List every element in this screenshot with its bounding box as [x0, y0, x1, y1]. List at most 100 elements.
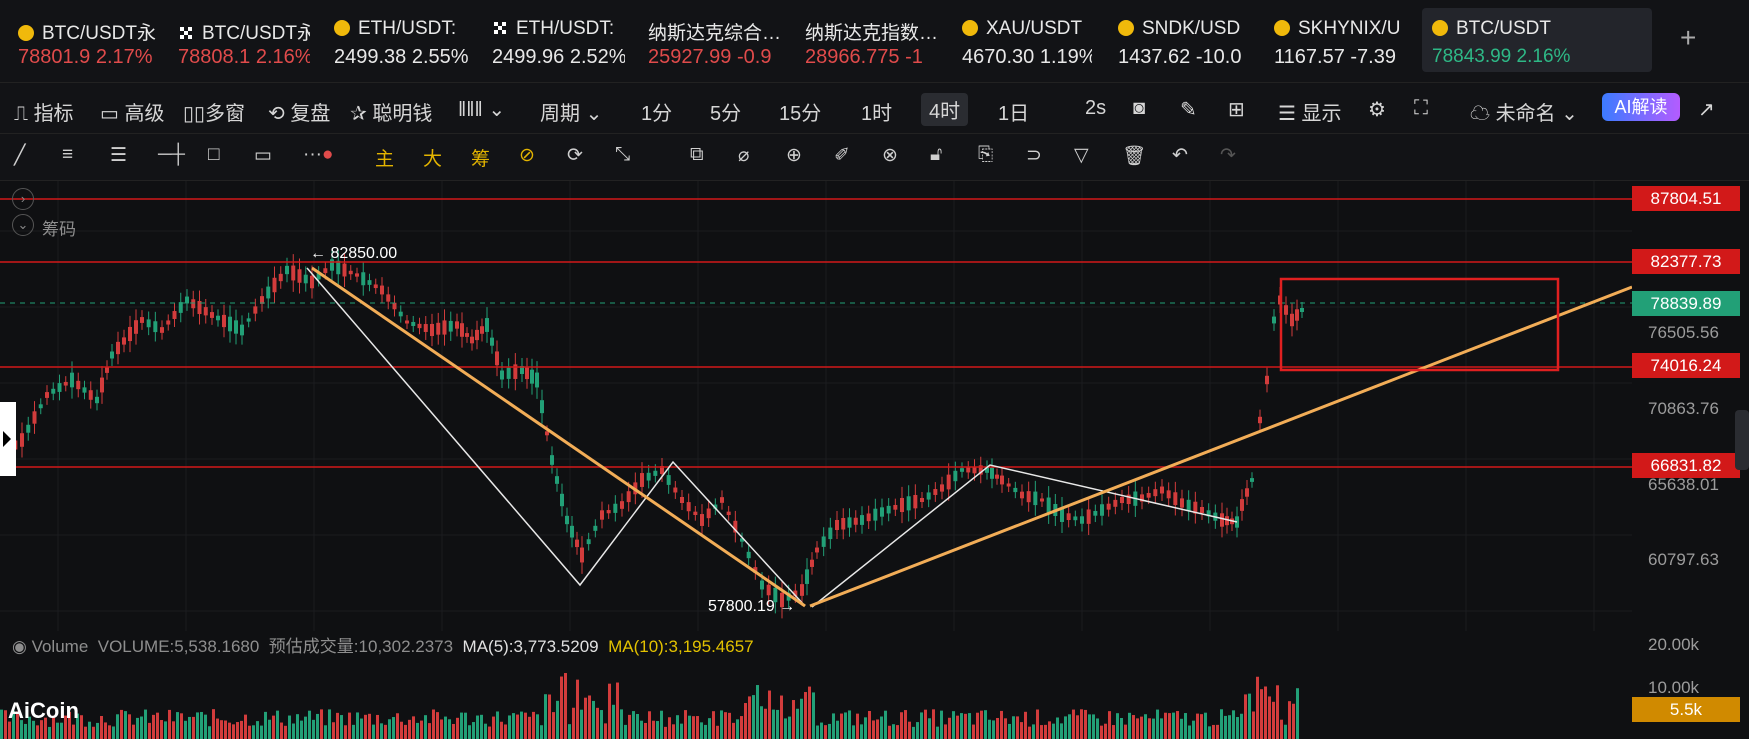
- trendline-icon[interactable]: ╱: [14, 145, 26, 166]
- volume-bar: [412, 716, 415, 739]
- period-1m[interactable]: 1分: [641, 103, 673, 125]
- parallel-channel-icon[interactable]: ≡: [62, 144, 74, 165]
- ticker-item[interactable]: ETH/USDT: 2499.96 2.52%: [492, 12, 625, 72]
- chips-toggle[interactable]: ⌄: [12, 214, 34, 236]
- ticker-item[interactable]: BTC/USDT永 78801.9 2.17%: [18, 12, 156, 72]
- highlight-box: [1279, 277, 1560, 372]
- volume-bar: [572, 707, 575, 739]
- horizontal-lines-icon[interactable]: ☰: [110, 145, 128, 166]
- volume-bar: [788, 716, 791, 739]
- volume-bar: [660, 710, 663, 739]
- volume-bar: [228, 722, 231, 739]
- ruler-icon[interactable]: ▭: [254, 145, 272, 166]
- advanced-button[interactable]: ▭ 高级: [100, 97, 164, 126]
- period-dropdown[interactable]: 周期 ⌄: [540, 97, 602, 126]
- replay-button[interactable]: ⟲ 复盘: [268, 97, 330, 126]
- indicators-button[interactable]: ⎍ 指标: [14, 97, 74, 126]
- volume-chart[interactable]: [0, 630, 1632, 739]
- volume-bar: [1212, 724, 1215, 739]
- main-chart-button[interactable]: 主: [375, 149, 395, 170]
- share-icon[interactable]: ↗: [1698, 99, 1715, 121]
- expand-sidebar-button[interactable]: [0, 402, 16, 476]
- ticker-name: XAU/USDT: [986, 18, 1083, 39]
- volume-bar: [488, 726, 491, 739]
- period-1d[interactable]: 1日: [998, 103, 1030, 125]
- redo-icon[interactable]: ↷: [1220, 145, 1236, 166]
- candle-body: [216, 315, 220, 321]
- candle-body: [760, 580, 764, 590]
- ticker-item[interactable]: XAU/USDT 4670.30 1.19%: [962, 12, 1092, 72]
- candle-body: [105, 367, 109, 373]
- magnet-icon[interactable]: ⊃: [1026, 145, 1042, 166]
- candle-body: [900, 497, 904, 513]
- period-15m[interactable]: 15分: [779, 103, 822, 125]
- horizontal-line-icon[interactable]: ─┼: [158, 144, 185, 165]
- ticker-item[interactable]: 纳斯达克指数… 28966.775 -1: [805, 12, 943, 72]
- chips-button[interactable]: 筹: [471, 149, 491, 170]
- volume-bar: [596, 707, 599, 739]
- more-tools-icon[interactable]: ···●: [303, 144, 334, 165]
- hide-drawings-icon[interactable]: ⊗: [882, 145, 898, 166]
- candle-body: [1013, 487, 1018, 493]
- ai-read-button[interactable]: AI解读: [1602, 93, 1680, 121]
- volume-bar: [520, 711, 523, 739]
- trash-icon[interactable]: 🗑︎: [1122, 146, 1147, 167]
- measure-icon[interactable]: ⤡: [615, 144, 631, 165]
- candle-body: [1100, 504, 1104, 516]
- add-window-icon[interactable]: ⊞: [1228, 99, 1245, 121]
- volume-bar: [296, 714, 299, 739]
- eraser-icon[interactable]: ✐: [834, 145, 850, 166]
- sync-icon[interactable]: ⟳: [567, 145, 583, 166]
- refresh-interval[interactable]: 2s: [1085, 97, 1107, 119]
- volume-bar: [416, 722, 419, 739]
- ticker-item[interactable]: ETH/USDT: 2499.38 2.55%: [334, 12, 468, 72]
- filter-icon[interactable]: ▽: [1074, 145, 1089, 166]
- ticker-name: SKHYNIX/U: [1298, 18, 1401, 39]
- volume-bar: [576, 679, 579, 739]
- smart-money-button[interactable]: ✰ 聪明钱: [350, 97, 432, 126]
- multi-window-button[interactable]: ▯▯多窗: [183, 97, 245, 126]
- camera-icon[interactable]: ◙: [1133, 97, 1146, 119]
- volume-bar: [1116, 713, 1119, 739]
- period-1h[interactable]: 1时: [861, 103, 893, 125]
- volume-bar: [128, 714, 131, 739]
- candle-body: [278, 273, 283, 282]
- undo-icon[interactable]: ↶: [1172, 145, 1188, 166]
- rectangle-icon[interactable]: □: [208, 144, 220, 165]
- unlock-icon[interactable]: 🔓︎: [930, 144, 943, 165]
- scrollbar-handle[interactable]: [1735, 410, 1749, 470]
- settings-icon[interactable]: ⚙: [1368, 99, 1386, 121]
- candlestick-chart[interactable]: [0, 181, 1632, 631]
- volume-bar: [700, 722, 703, 739]
- overlay-icon[interactable]: ⊘: [519, 145, 535, 166]
- ticker-item[interactable]: SKHYNIX/U 1167.57 -7.39: [1274, 12, 1410, 72]
- layout-dropdown[interactable]: ☁ 未命名 ⌄: [1470, 97, 1578, 126]
- ticker-item-active[interactable]: BTC/USDT 78843.99 2.16%: [1422, 8, 1652, 72]
- volume-bar: [1180, 718, 1183, 739]
- display-button[interactable]: ☰ 显示: [1278, 97, 1342, 126]
- pencil-icon[interactable]: ✎: [1180, 99, 1197, 121]
- zoom-in-icon[interactable]: ⊕: [786, 145, 802, 166]
- candle-body: [535, 372, 539, 388]
- period-5m[interactable]: 5分: [710, 103, 742, 125]
- volume-bar: [740, 716, 743, 739]
- candle-body: [946, 474, 951, 490]
- add-ticker-button[interactable]: +: [1680, 22, 1697, 53]
- chart-type-dropdown[interactable]: ǁǁǁ ⌄: [458, 97, 505, 122]
- candle-body: [940, 484, 944, 492]
- fullscreen-icon[interactable]: ⛶: [1414, 97, 1428, 119]
- big-order-button[interactable]: 大: [423, 149, 443, 170]
- collapse-indicators-button[interactable]: ›: [12, 188, 34, 210]
- candle-body: [570, 525, 574, 538]
- ruler-tool-icon[interactable]: ⌀: [738, 145, 750, 166]
- ticker-item[interactable]: SNDK/USD 1437.62 -10.0: [1118, 12, 1251, 72]
- volume-bar: [1168, 713, 1171, 739]
- copy-icon[interactable]: ⧉: [690, 144, 704, 165]
- ticker-item[interactable]: 纳斯达克综合… 25927.99 -0.9: [648, 12, 781, 72]
- edit-drawings-icon[interactable]: ⎘: [978, 144, 994, 165]
- ticker-item[interactable]: BTC/USDT永 78808.1 2.16%: [178, 12, 310, 72]
- candle-body: [323, 268, 328, 274]
- eye-icon[interactable]: ◉: [12, 637, 27, 656]
- period-4h[interactable]: 4时: [921, 93, 969, 126]
- volume-bar: [436, 712, 439, 739]
